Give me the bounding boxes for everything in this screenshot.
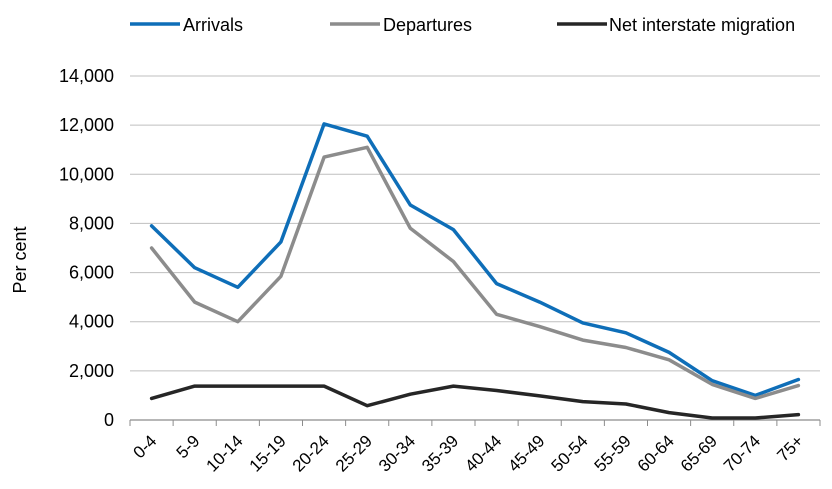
- x-tick-label: 35-39: [418, 431, 462, 475]
- x-tick-label: 55-59: [591, 431, 635, 475]
- legend-label-departures: Departures: [383, 15, 472, 35]
- x-tick-label: 65-69: [677, 431, 721, 475]
- x-tick-label: 75+: [773, 431, 807, 465]
- series-line-net-interstate-migration: [149, 384, 801, 420]
- x-tick-label: 10-14: [202, 431, 246, 475]
- x-axis: 0-4 5-910-1415-1920-2425-2930-3435-3940-4…: [129, 419, 821, 476]
- x-tick-label: 20-24: [289, 431, 333, 475]
- x-tick-label: 70-74: [720, 431, 764, 475]
- y-tick-label: 12,000: [59, 115, 114, 135]
- y-tick-label: 0: [104, 410, 114, 430]
- y-tick-label: 6,000: [69, 263, 114, 283]
- y-axis-title: Per cent: [10, 226, 30, 293]
- y-tick-label: 8,000: [69, 213, 114, 233]
- x-tick-label: 40-44: [461, 431, 505, 475]
- y-tick-label: 2,000: [69, 361, 114, 381]
- x-tick-label: 60-64: [634, 431, 678, 475]
- y-tick-label: 10,000: [59, 164, 114, 184]
- y-axis-tick-labels: 0 2,000 4,000 6,000 8,000 10,000 12,000 14,000: [59, 66, 114, 430]
- gridlines: [130, 75, 820, 372]
- legend-item-arrivals: Arrivals: [130, 15, 243, 35]
- series-line-departures: [149, 145, 801, 401]
- legend-item-departures: Departures: [330, 15, 472, 35]
- legend-item-net-interstate-migration: Net interstate migration: [557, 15, 795, 35]
- y-tick-label: 14,000: [59, 66, 114, 86]
- x-tick-label: 0-4: [130, 431, 161, 462]
- x-tick-label: 45-49: [504, 431, 548, 475]
- series-line-arrivals: [149, 122, 801, 398]
- x-tick-label: 25-29: [332, 431, 376, 475]
- legend: Arrivals Departures Net interstate migra…: [130, 15, 795, 35]
- legend-label-arrivals: Arrivals: [183, 15, 243, 35]
- series-lines: [149, 122, 801, 420]
- x-tick-label: 15-19: [246, 431, 290, 475]
- x-tick-label: 30-34: [375, 431, 419, 475]
- x-tick-label: 50-54: [547, 431, 591, 475]
- legend-label-net-interstate-migration: Net interstate migration: [609, 15, 795, 35]
- x-tick-label: 5-9: [173, 431, 204, 462]
- y-tick-label: 4,000: [69, 312, 114, 332]
